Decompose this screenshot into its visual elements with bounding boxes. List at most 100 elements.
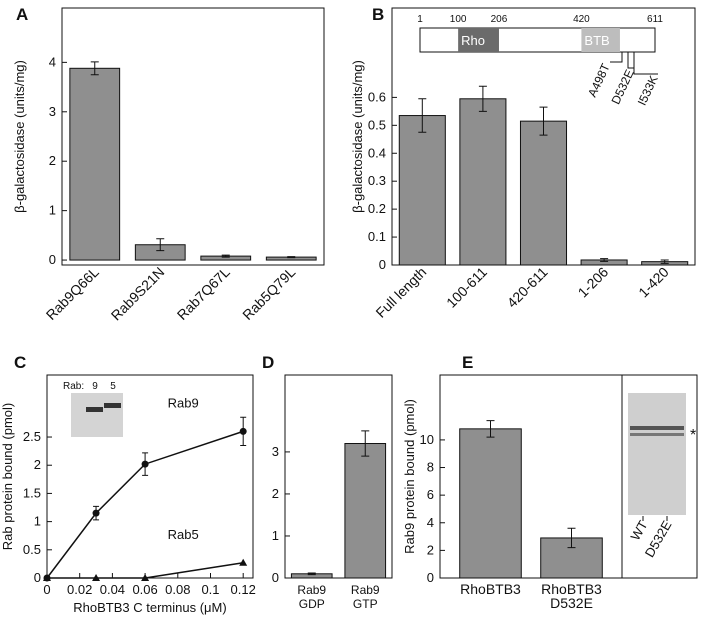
x-tick-label: 1-420 <box>635 264 672 301</box>
mutation-label: I533K <box>635 73 661 107</box>
gel-band <box>630 433 684 436</box>
y-tick-label: 2 <box>49 153 56 168</box>
y-axis-label: β-galactosidase (units/mg) <box>12 60 27 213</box>
x-tick-label: 1-206 <box>575 264 612 301</box>
y-axis-label: β-galactosidase (units/mg) <box>350 60 365 213</box>
y-tick-label: 1.5 <box>23 485 41 500</box>
x-tick-label: 0.06 <box>132 582 157 597</box>
plot-frame <box>284 374 393 579</box>
error-bar <box>486 420 495 438</box>
gel-band <box>630 426 684 430</box>
x-tick-label: Full length <box>372 264 429 321</box>
inset-lane: 9 <box>92 381 98 392</box>
y-tick-label: 8 <box>427 460 434 475</box>
x-tick-label: 0.12 <box>231 582 256 597</box>
y-tick-label: 4 <box>49 54 56 69</box>
error-bar <box>287 256 296 259</box>
y-tick-label: 0.6 <box>368 89 386 104</box>
y-tick-label: 0 <box>427 570 434 585</box>
x-tick-label: Rab9 <box>351 583 380 597</box>
y-tick-label: 1 <box>272 528 279 543</box>
x-tick-label: Rab9Q66L <box>43 264 102 323</box>
bar <box>398 115 446 266</box>
panel-letter: C <box>14 353 26 372</box>
x-tick-label: 420-611 <box>504 264 551 311</box>
residue-label: 206 <box>491 14 508 25</box>
error-bar <box>478 85 487 112</box>
residue-label: 611 <box>647 14 663 25</box>
panel-letter: D <box>262 353 274 372</box>
y-tick-label: 0 <box>34 570 41 585</box>
y-tick-label: 2.5 <box>23 429 41 444</box>
error-bar <box>307 572 316 576</box>
x-tick-label: 0.04 <box>100 582 125 597</box>
error-bar <box>240 416 247 446</box>
series-line <box>47 562 244 579</box>
bar <box>69 67 121 261</box>
y-tick-label: 10 <box>420 432 434 447</box>
inset-band <box>104 403 121 408</box>
x-tick-label: 0.02 <box>67 582 92 597</box>
error-bar <box>539 106 548 136</box>
x-tick-label: GTP <box>353 597 378 611</box>
error-bar <box>90 61 99 76</box>
inset-gel <box>71 393 123 437</box>
y-tick-label: 2 <box>427 542 434 557</box>
point <box>141 574 150 581</box>
domain <box>458 28 499 52</box>
x-tick-label: RhoBTB3 <box>460 581 521 597</box>
plot-frame <box>61 7 325 266</box>
domain-label: BTB <box>584 33 609 48</box>
gel-marker: * <box>690 427 696 444</box>
x-axis-label: RhoBTB3 C terminus (μM) <box>73 600 226 615</box>
residue-label: 100 <box>450 14 467 25</box>
x-tick-label: 0 <box>43 582 50 597</box>
panel-letter: E <box>462 353 473 372</box>
y-tick-label: 0 <box>379 257 386 272</box>
inset-lane: 5 <box>110 381 116 392</box>
y-tick-label: 1 <box>34 514 41 529</box>
y-tick-label: 6 <box>427 487 434 502</box>
domain-label: Rho <box>461 33 485 48</box>
y-tick-label: 2 <box>272 486 279 501</box>
error-bar <box>567 527 576 549</box>
y-tick-label: 0.1 <box>368 229 386 244</box>
error-bar <box>156 238 165 252</box>
y-tick-label: 0.2 <box>368 201 386 216</box>
y-tick-label: 0.3 <box>368 173 386 188</box>
y-tick-label: 0.5 <box>23 542 41 557</box>
y-tick-label: 1 <box>49 203 56 218</box>
x-tick-label: Rab5Q79L <box>239 264 298 323</box>
y-axis-label: Rab protein bound (pmol) <box>0 403 15 550</box>
series-label: Rab9 <box>168 395 199 410</box>
mutation-line <box>627 52 634 69</box>
x-tick-label: Rab7Q67L <box>174 264 233 323</box>
domain <box>581 28 620 52</box>
inset-label: Rab: <box>63 381 84 392</box>
point <box>92 574 101 581</box>
x-tick-label: GDP <box>299 597 325 611</box>
y-axis-label: Rab9 protein bound (pmol) <box>402 399 417 554</box>
y-tick-label: 4 <box>427 515 434 530</box>
inset-band <box>86 407 103 412</box>
residue-label: 1 <box>417 14 423 25</box>
y-tick-label: 3 <box>49 104 56 119</box>
y-tick-label: 0.5 <box>368 117 386 132</box>
bar <box>519 120 568 266</box>
panel-letter: B <box>372 5 384 24</box>
residue-label: 420 <box>573 14 590 25</box>
point <box>43 574 51 581</box>
error-bar <box>600 258 609 262</box>
panel-letter: A <box>16 5 28 24</box>
error-bar <box>93 505 100 521</box>
x-tick-label: D532E <box>550 595 593 611</box>
error-bar <box>361 430 370 457</box>
bar <box>459 428 522 579</box>
y-tick-label: 0 <box>49 252 56 267</box>
error-bar <box>660 259 669 264</box>
x-tick-label: 100-611 <box>443 264 490 311</box>
mutation-line <box>610 52 623 63</box>
point <box>239 558 248 566</box>
y-tick-label: 3 <box>272 444 279 459</box>
